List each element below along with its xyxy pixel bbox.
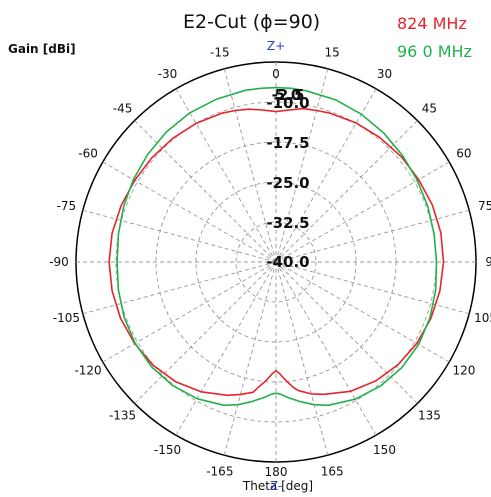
angle-label-18: -90 <box>49 255 69 269</box>
ring-label-4: -25.0 <box>266 174 309 192</box>
ring-label-3: -17.5 <box>266 134 309 152</box>
ring-label-2: -10.0 <box>266 94 309 112</box>
angle-label-5: 75 <box>478 199 491 213</box>
angle-label-16: -120 <box>74 364 101 378</box>
angle-label-17: -105 <box>53 311 80 325</box>
y-axis-label: Gain [dBi] <box>8 42 76 56</box>
pole-label-top: Z+ <box>267 39 285 53</box>
angle-label-7: 105 <box>474 311 491 325</box>
grid-spoke-2 <box>275 88 377 263</box>
grid-spoke-14 <box>175 261 277 436</box>
ring-label-0: 5.0 <box>275 86 302 104</box>
grid-spoke-3 <box>275 120 418 263</box>
grid-spoke-15 <box>134 261 277 404</box>
angle-label-22: -30 <box>158 67 178 81</box>
series-line-1 <box>116 86 438 407</box>
angle-label-20: -60 <box>78 147 98 161</box>
angle-label-4: 60 <box>456 147 471 161</box>
grid-spoke-10 <box>275 261 377 436</box>
angle-label-15: -135 <box>109 408 136 422</box>
angle-label-21: -45 <box>113 102 133 116</box>
pole-label-bottom: Z- <box>270 479 282 493</box>
grid-spoke-17 <box>82 261 277 315</box>
grid-spoke-23 <box>223 68 277 263</box>
angle-label-9: 135 <box>418 408 441 422</box>
angle-label-2: 30 <box>377 67 392 81</box>
grid-spoke-9 <box>275 261 418 404</box>
angle-label-0: 0 <box>272 67 280 81</box>
ring-label-5: -32.5 <box>266 214 309 232</box>
grid-spoke-11 <box>275 261 329 456</box>
angle-label-13: -165 <box>206 465 233 479</box>
angle-label-8: 120 <box>452 364 475 378</box>
grid-spoke-7 <box>275 261 470 315</box>
legend-entry-1: 96 0 MHz <box>397 42 472 61</box>
series-line-0 <box>108 107 445 397</box>
angle-label-19: -75 <box>57 199 77 213</box>
grid-spoke-20 <box>102 161 277 263</box>
grid-ring-4 <box>235 221 317 303</box>
angle-label-10: 150 <box>373 443 396 457</box>
legend-entry-0: 824 MHz <box>397 14 467 33</box>
angle-label-12: 180 <box>265 465 288 479</box>
angle-label-6: 90 <box>485 255 491 269</box>
x-axis-label: Theta [deg] <box>242 479 313 493</box>
grid-spoke-5 <box>275 209 470 263</box>
grid-spoke-8 <box>275 261 450 363</box>
grid-spoke-21 <box>134 120 277 263</box>
angle-label-3: 45 <box>422 102 437 116</box>
series-layer <box>108 86 445 407</box>
ring-label-6: -40.0 <box>266 253 309 271</box>
angle-label-1: 15 <box>325 45 340 59</box>
labels-layer: 0 15 30 45 60 75 90 105 120 135 150 165 180 -165 -150 -… <box>49 39 491 493</box>
grid-spoke-16 <box>102 261 277 363</box>
legend: 824 MHz 96 0 MHz <box>397 14 472 61</box>
ring-label-1: -2.5 <box>272 86 305 104</box>
chart-title: E2-Cut (ϕ=90) <box>183 11 320 33</box>
angle-label-23: -15 <box>210 45 230 59</box>
grid-spoke-13 <box>223 261 277 456</box>
grid-spoke-1 <box>275 68 329 263</box>
grid-spoke-22 <box>175 88 277 263</box>
grid-spoke-19 <box>82 209 277 263</box>
grid-spoke-4 <box>275 161 450 263</box>
angle-label-11: 165 <box>321 465 344 479</box>
angle-label-14: -150 <box>154 443 181 457</box>
